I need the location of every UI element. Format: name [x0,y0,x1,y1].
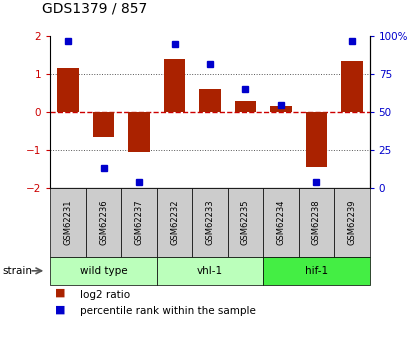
Bar [270,106,291,112]
Text: strain: strain [2,266,32,276]
Text: GSM62236: GSM62236 [99,200,108,245]
Text: GDS1379 / 857: GDS1379 / 857 [42,1,147,16]
Text: GSM62238: GSM62238 [312,200,321,245]
Text: GSM62235: GSM62235 [241,200,250,245]
Text: GSM62237: GSM62237 [134,200,144,245]
Text: GSM62231: GSM62231 [64,200,73,245]
Text: vhl-1: vhl-1 [197,266,223,276]
Bar [58,68,79,112]
Bar [93,112,114,137]
Text: GSM62239: GSM62239 [347,200,356,245]
Bar [306,112,327,167]
Text: ■: ■ [55,288,65,298]
Bar [200,89,221,112]
Bar [235,101,256,112]
Text: GSM62234: GSM62234 [276,200,286,245]
Text: log2 ratio: log2 ratio [80,290,130,300]
Text: ■: ■ [55,305,65,315]
Text: percentile rank within the sample: percentile rank within the sample [80,306,256,316]
Bar [129,112,150,152]
Text: wild type: wild type [80,266,127,276]
Text: hif-1: hif-1 [305,266,328,276]
Bar [164,59,185,112]
Text: GSM62233: GSM62233 [205,200,215,245]
Bar [341,61,362,112]
Text: GSM62232: GSM62232 [170,200,179,245]
